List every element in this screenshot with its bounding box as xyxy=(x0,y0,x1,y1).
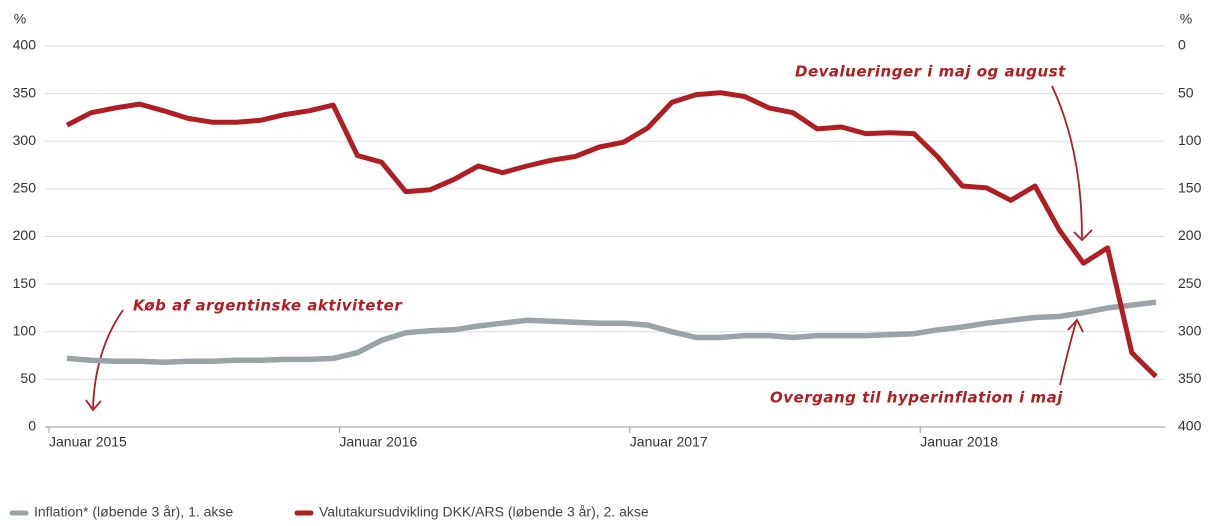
arrow xyxy=(92,309,124,409)
annotation: Devalueringer i maj og august xyxy=(795,63,1066,81)
annotation: Køb af argentinske aktiviteter xyxy=(133,297,403,315)
annotation-arrows xyxy=(85,85,1093,412)
y2-tick-label: 0 xyxy=(1178,37,1186,53)
arrow-head xyxy=(1067,318,1084,333)
annotation: Overgang til hyperinflation i maj xyxy=(770,389,1063,407)
y2-tick-label: 50 xyxy=(1178,84,1194,100)
y-tick-label: 0 xyxy=(28,418,36,434)
arrow-head xyxy=(85,399,102,412)
y-tick-label: 350 xyxy=(13,84,37,100)
legend-label: Inflation* (løbende 3 år), 1. akse xyxy=(34,504,233,520)
x-tick-label: Januar 2017 xyxy=(630,434,708,450)
y2-tick-label: 400 xyxy=(1178,418,1202,434)
y2-unit: % xyxy=(1180,11,1192,27)
y2-tick-label: 350 xyxy=(1178,370,1202,386)
line xyxy=(65,90,1158,379)
y-unit: % xyxy=(14,11,26,27)
arrow xyxy=(1059,321,1077,386)
y-tick-label: 200 xyxy=(13,227,37,243)
y-tick-label: 300 xyxy=(13,132,37,148)
y-tick-label: 50 xyxy=(20,370,36,386)
y2-tick-label: 250 xyxy=(1178,275,1202,291)
series: Inflation* (løbende 3 år), 1. akse Valuta… xyxy=(9,90,1158,520)
arrow-head xyxy=(1073,229,1093,242)
y-tick-label: 400 xyxy=(13,37,37,53)
y-tick-label: 250 xyxy=(13,180,37,196)
y2-tick-label: 100 xyxy=(1178,132,1202,148)
y2-tick-label: 150 xyxy=(1178,180,1202,196)
arrow xyxy=(1051,85,1083,239)
line xyxy=(66,299,1157,365)
y-tick-label: 150 xyxy=(13,275,37,291)
x-tick-label: Januar 2016 xyxy=(339,434,417,450)
y-tick-label: 100 xyxy=(13,322,37,338)
x-tick-label: Januar 2015 xyxy=(49,434,127,450)
y2-tick-label: 200 xyxy=(1178,227,1202,243)
y2-tick-label: 300 xyxy=(1178,322,1202,338)
legend-label: Valutakursudvikling DKK/ARS (løbende 3 å… xyxy=(319,504,649,520)
x-tick-label: Januar 2018 xyxy=(920,434,998,450)
